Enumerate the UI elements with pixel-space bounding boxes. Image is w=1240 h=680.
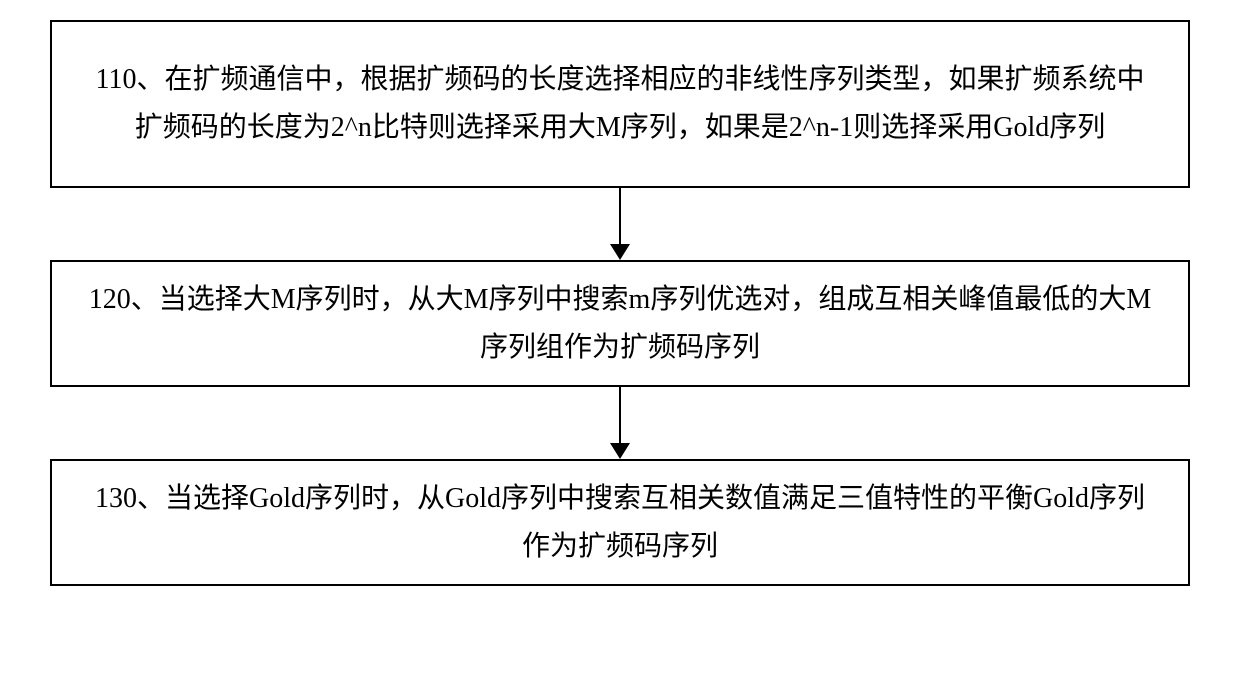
arrow-line xyxy=(619,188,621,244)
flowchart-arrow-1 xyxy=(610,188,630,260)
arrow-head-icon xyxy=(610,443,630,459)
flowchart-container: 110、在扩频通信中，根据扩频码的长度选择相应的非线性序列类型，如果扩频系统中扩… xyxy=(50,20,1190,586)
arrow-head-icon xyxy=(610,244,630,260)
flowchart-node-120: 120、当选择大M序列时，从大M序列中搜索m序列优选对，组成互相关峰值最低的大M… xyxy=(50,260,1190,387)
flowchart-node-130: 130、当选择Gold序列时，从Gold序列中搜索互相关数值满足三值特性的平衡G… xyxy=(50,459,1190,586)
flowchart-node-110: 110、在扩频通信中，根据扩频码的长度选择相应的非线性序列类型，如果扩频系统中扩… xyxy=(50,20,1190,188)
arrow-line xyxy=(619,387,621,443)
flowchart-arrow-2 xyxy=(610,387,630,459)
